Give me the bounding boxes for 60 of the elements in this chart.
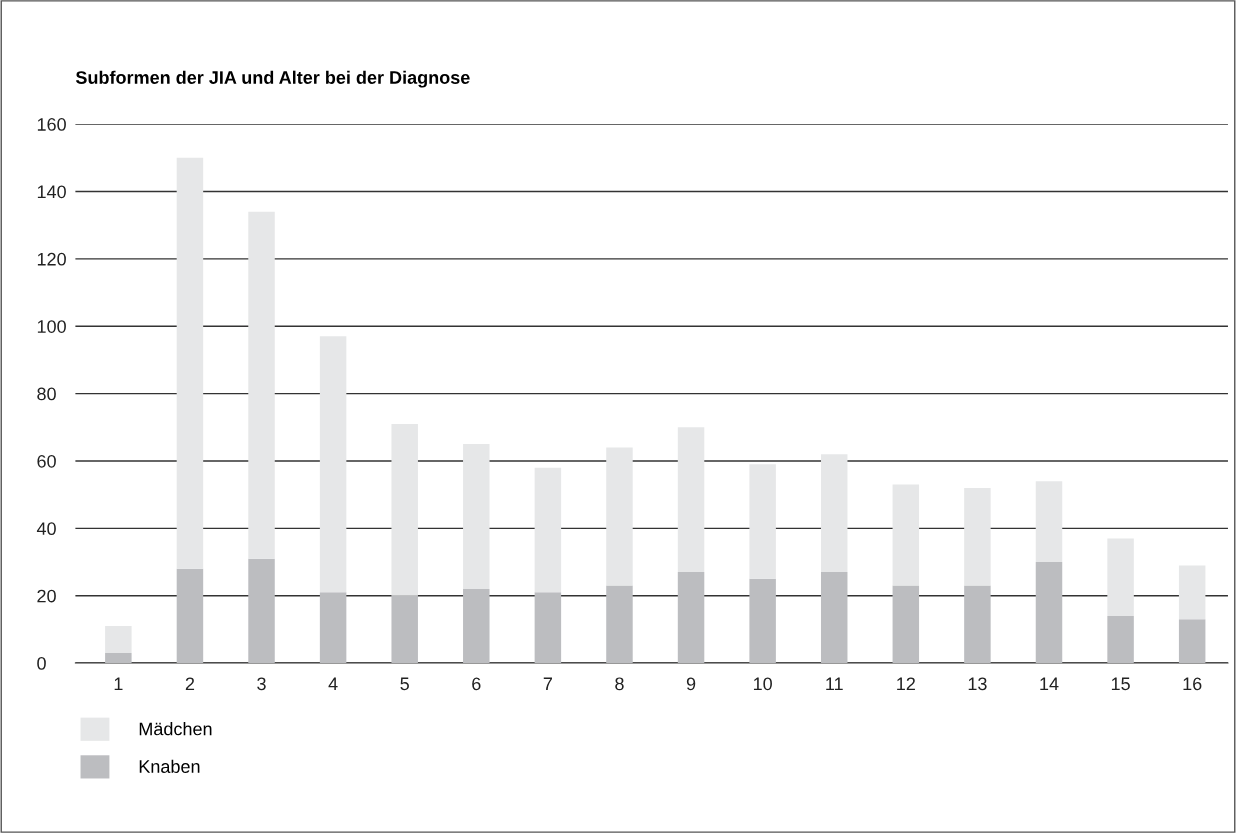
bar bbox=[820, 454, 848, 573]
bar bbox=[892, 484, 920, 586]
y-tick-label: 0 bbox=[37, 657, 46, 670]
bar bbox=[105, 626, 132, 653]
x-tick-label: 5 bbox=[400, 677, 409, 691]
bar bbox=[534, 467, 562, 593]
x-tick-label: 10 bbox=[753, 677, 772, 691]
x-tick-label: 7 bbox=[543, 677, 552, 691]
bar bbox=[892, 585, 920, 664]
bar bbox=[1035, 562, 1063, 664]
bar bbox=[964, 487, 991, 586]
bar bbox=[749, 464, 776, 579]
y-tick-label: 100 bbox=[37, 320, 66, 333]
y-tick-label: 140 bbox=[37, 185, 66, 199]
legend-label: Mädchen bbox=[139, 722, 212, 736]
bar bbox=[391, 423, 418, 596]
bar bbox=[677, 427, 705, 573]
bar bbox=[534, 592, 562, 664]
y-tick-label: 20 bbox=[37, 589, 56, 603]
x-tick-label: 15 bbox=[1111, 677, 1130, 691]
bar bbox=[463, 588, 490, 664]
x-tick-label: 12 bbox=[897, 677, 915, 691]
bar bbox=[105, 652, 132, 664]
bar bbox=[1035, 481, 1063, 563]
chart-title: Subformen der JIA und Alter bei der Diagnose bbox=[75, 70, 470, 88]
bar bbox=[1178, 619, 1206, 664]
bar bbox=[1107, 538, 1134, 616]
bar bbox=[391, 595, 418, 664]
y-tick-label: 80 bbox=[37, 387, 56, 401]
x-tick-label: 1 bbox=[114, 677, 123, 691]
bar bbox=[319, 336, 347, 593]
bar bbox=[248, 211, 275, 559]
bar bbox=[1107, 615, 1134, 664]
bar bbox=[820, 572, 848, 664]
x-tick-label: 6 bbox=[472, 677, 481, 691]
bar bbox=[176, 157, 204, 569]
x-tick-label: 11 bbox=[826, 677, 843, 691]
bar bbox=[749, 578, 776, 664]
x-tick-label: 13 bbox=[968, 677, 987, 691]
y-tick-label: 40 bbox=[36, 522, 56, 536]
bar bbox=[319, 592, 347, 664]
legend-label: Knaben bbox=[139, 759, 200, 773]
x-tick-label: 16 bbox=[1183, 677, 1202, 691]
x-tick-label: 8 bbox=[615, 677, 624, 691]
x-tick-label: 2 bbox=[185, 677, 195, 691]
y-tick-label: 120 bbox=[37, 252, 66, 266]
x-tick-label: 14 bbox=[1040, 677, 1059, 691]
bar bbox=[606, 585, 633, 664]
y-tick-label: 60 bbox=[37, 454, 56, 468]
bar bbox=[964, 585, 991, 664]
x-tick-label: 9 bbox=[686, 677, 696, 691]
bar bbox=[1178, 565, 1206, 620]
bar bbox=[677, 572, 705, 664]
y-tick-label: 160 bbox=[37, 118, 66, 131]
bar bbox=[248, 558, 275, 664]
x-tick-label: 3 bbox=[257, 677, 266, 691]
bar bbox=[176, 568, 204, 664]
bar bbox=[606, 447, 633, 586]
x-tick-label: 4 bbox=[328, 677, 338, 691]
bar bbox=[463, 444, 490, 589]
